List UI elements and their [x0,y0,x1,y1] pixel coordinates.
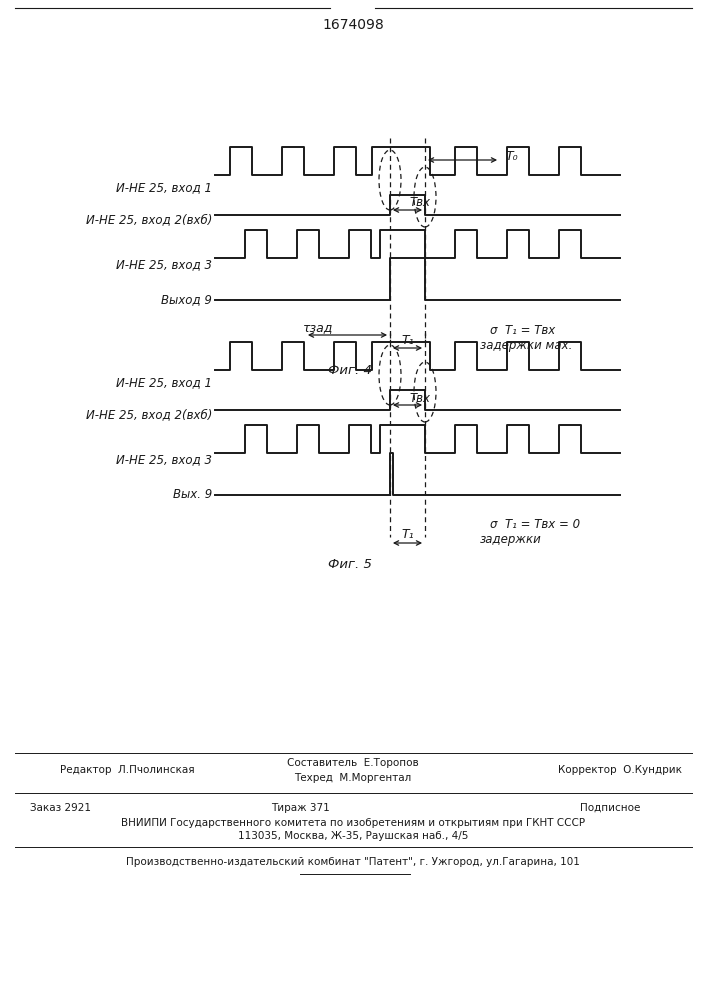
Text: И-НЕ 25, вход 1: И-НЕ 25, вход 1 [116,376,212,389]
Text: И-НЕ 25, вход 3: И-НЕ 25, вход 3 [116,454,212,466]
Text: σ  T₁ = Tвх: σ T₁ = Tвх [490,324,555,336]
Text: ВНИИПИ Государственного комитета по изобретениям и открытиям при ГКНТ СССР: ВНИИПИ Государственного комитета по изоб… [121,818,585,828]
Text: Фиг. 5: Фиг. 5 [328,558,372,572]
Text: σ  T₁ = Tвх = 0: σ T₁ = Tвх = 0 [490,518,580,532]
Text: Составитель  Е.Торопов: Составитель Е.Торопов [287,758,419,768]
Text: Вых. 9: Вых. 9 [173,488,212,502]
Text: 1674098: 1674098 [322,18,384,32]
Text: Техред  М.Моргентал: Техред М.Моргентал [294,773,411,783]
Text: Tвх: Tвх [409,391,431,404]
Text: Подписное: Подписное [580,803,641,813]
Text: задержки мах.: задержки мах. [480,338,573,352]
Text: Корректор  О.Кундрик: Корректор О.Кундрик [558,765,682,775]
Text: Фиг. 4: Фиг. 4 [328,363,372,376]
Text: Выход 9: Выход 9 [161,294,212,306]
Text: И-НЕ 25, вход 2(вхб): И-НЕ 25, вход 2(вхб) [86,408,212,422]
Text: Заказ 2921: Заказ 2921 [30,803,91,813]
Text: Tвх: Tвх [409,196,431,210]
Text: И-НЕ 25, вход 1: И-НЕ 25, вход 1 [116,182,212,194]
Text: T₁: T₁ [401,334,414,347]
Text: И-НЕ 25, вход 3: И-НЕ 25, вход 3 [116,258,212,271]
Text: И-НЕ 25, вход 2(вхб): И-НЕ 25, вход 2(вхб) [86,214,212,227]
Text: τзад: τзад [303,322,334,334]
Text: Производственно-издательский комбинат "Патент", г. Ужгород, ул.Гагарина, 101: Производственно-издательский комбинат "П… [126,857,580,867]
Text: задержки: задержки [480,534,542,546]
Text: 113035, Москва, Ж-35, Раушская наб., 4/5: 113035, Москва, Ж-35, Раушская наб., 4/5 [238,831,468,841]
Text: Тираж 371: Тираж 371 [271,803,329,813]
Text: Редактор  Л.Пчолинская: Редактор Л.Пчолинская [60,765,194,775]
Text: T₁: T₁ [401,528,414,542]
Text: T₀: T₀ [505,150,518,163]
